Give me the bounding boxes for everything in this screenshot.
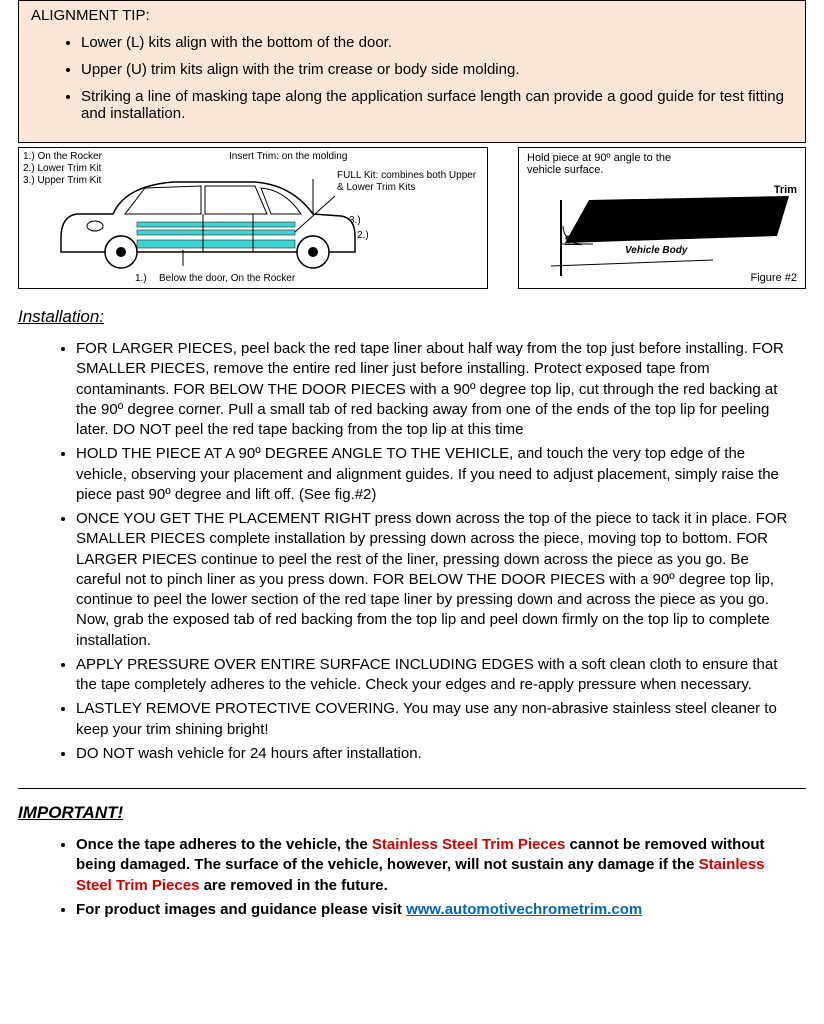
text: are removed in the future.	[199, 877, 387, 894]
legend-1: 1.) On the Rocker	[23, 151, 102, 163]
installation-list: FOR LARGER PIECES, peel back the red tap…	[18, 339, 806, 764]
important-item: Once the tape adheres to the vehicle, th…	[76, 835, 794, 896]
diagram-angle: Hold piece at 90º angle to the vehicle s…	[518, 147, 806, 289]
text: Once the tape adheres to the vehicle, th…	[76, 836, 372, 853]
tip-item: Upper (U) trim kits align with the trim …	[81, 61, 793, 78]
important-list: Once the tape adheres to the vehicle, th…	[18, 835, 806, 920]
install-item: APPLY PRESSURE OVER ENTIRE SURFACE INCLU…	[76, 655, 794, 696]
tip-item: Striking a line of masking tape along th…	[81, 88, 793, 122]
install-item: LASTLEY REMOVE PROTECTIVE COVERING. You …	[76, 699, 794, 740]
installation-heading: Installation:	[18, 307, 806, 327]
important-heading: IMPORTANT!	[18, 803, 806, 823]
insert-label: Insert Trim: on the molding	[229, 151, 347, 163]
diagram-car: 1.) On the Rocker 2.) Lower Trim Kit 3.)…	[18, 147, 488, 289]
important-item: For product images and guidance please v…	[76, 900, 794, 920]
diagrams-row: 1.) On the Rocker 2.) Lower Trim Kit 3.)…	[18, 147, 806, 289]
divider	[18, 788, 806, 789]
car-icon	[53, 166, 363, 276]
alignment-tip-box: ALIGNMENT TIP: Lower (L) kits align with…	[18, 0, 806, 143]
install-item: HOLD THE PIECE AT A 90º DEGREE ANGLE TO …	[76, 444, 794, 505]
tip-list: Lower (L) kits align with the bottom of …	[31, 34, 793, 122]
tip-item: Lower (L) kits align with the bottom of …	[81, 34, 793, 51]
text: For product images and guidance please v…	[76, 901, 406, 918]
tip-title: ALIGNMENT TIP:	[31, 7, 793, 24]
product-link[interactable]: www.automotivechrometrim.com	[406, 901, 642, 918]
install-item: FOR LARGER PIECES, peel back the red tap…	[76, 339, 794, 440]
install-item: DO NOT wash vehicle for 24 hours after i…	[76, 744, 794, 764]
red-text: Stainless Steel Trim Pieces	[372, 836, 565, 853]
install-item: ONCE YOU GET THE PLACEMENT RIGHT press d…	[76, 509, 794, 651]
angle-icon	[519, 148, 807, 290]
